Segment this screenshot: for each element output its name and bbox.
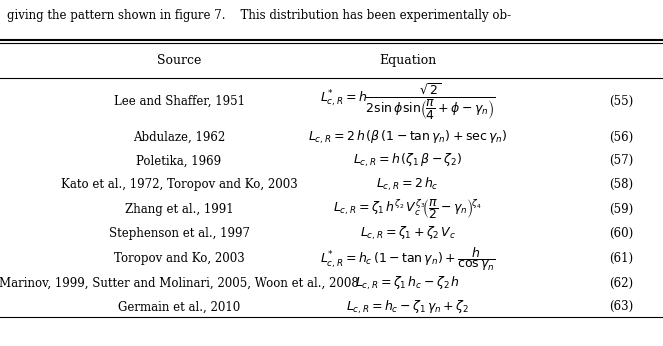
Text: Poletika, 1969: Poletika, 1969 bbox=[137, 154, 221, 167]
Text: $L_{c,R} = \zeta_1\,h_c - \zeta_2\,h$: $L_{c,R} = \zeta_1\,h_c - \zeta_2\,h$ bbox=[355, 275, 460, 292]
Text: Stephenson et al., 1997: Stephenson et al., 1997 bbox=[109, 227, 249, 240]
Text: Marinov, 1999, Sutter and Molinari, 2005, Woon et al., 2008: Marinov, 1999, Sutter and Molinari, 2005… bbox=[0, 277, 359, 290]
Text: $L_{c,R} = \zeta_1 + \zeta_2\,V_c$: $L_{c,R} = \zeta_1 + \zeta_2\,V_c$ bbox=[360, 225, 455, 243]
Text: $L_{c,R} = h\,(\zeta_1\,\beta - \zeta_2)$: $L_{c,R} = h\,(\zeta_1\,\beta - \zeta_2)… bbox=[353, 152, 463, 170]
Text: $L_{c,R}^{*} = h_c\,(1 - \tan\gamma_n) + \dfrac{h}{\cos\gamma_n}$: $L_{c,R}^{*} = h_c\,(1 - \tan\gamma_n) +… bbox=[320, 245, 496, 273]
Text: $L_{c,R}^{*} = h \dfrac{\sqrt{2}}{2 \sin \phi \sin\!\left(\dfrac{\pi}{4} + \phi : $L_{c,R}^{*} = h \dfrac{\sqrt{2}}{2 \sin… bbox=[320, 81, 496, 122]
Text: Germain et al., 2010: Germain et al., 2010 bbox=[118, 300, 240, 313]
Text: $L_{c,R} = h_c - \zeta_1\,\gamma_n + \zeta_2$: $L_{c,R} = h_c - \zeta_1\,\gamma_n + \ze… bbox=[346, 298, 469, 316]
Text: giving the pattern shown in figure 7.    This distribution has been experimental: giving the pattern shown in figure 7. Th… bbox=[7, 9, 511, 22]
Text: (61): (61) bbox=[609, 252, 633, 265]
Text: $L_{c,R} = \zeta_1\,h^{\zeta_2}\,V_c^{\zeta_3}\!\left(\dfrac{\pi}{2} - \gamma_n\: $L_{c,R} = \zeta_1\,h^{\zeta_2}\,V_c^{\z… bbox=[333, 197, 482, 221]
Text: $L_{c,R} = 2\,h\,(\beta\,(1 - \tan\gamma_n) + \sec\gamma_n)$: $L_{c,R} = 2\,h\,(\beta\,(1 - \tan\gamma… bbox=[308, 129, 507, 146]
Text: Zhang et al., 1991: Zhang et al., 1991 bbox=[125, 203, 233, 216]
Text: (63): (63) bbox=[609, 300, 633, 313]
Text: (56): (56) bbox=[609, 131, 633, 144]
Text: (59): (59) bbox=[609, 203, 633, 216]
Text: $L_{c,R} = 2\,h_c$: $L_{c,R} = 2\,h_c$ bbox=[377, 176, 439, 193]
Text: (62): (62) bbox=[609, 277, 633, 290]
Text: Toropov and Ko, 2003: Toropov and Ko, 2003 bbox=[113, 252, 245, 265]
Text: (58): (58) bbox=[609, 178, 633, 191]
Text: Kato et al., 1972, Toropov and Ko, 2003: Kato et al., 1972, Toropov and Ko, 2003 bbox=[60, 178, 298, 191]
Text: (60): (60) bbox=[609, 227, 633, 240]
Text: Lee and Shaffer, 1951: Lee and Shaffer, 1951 bbox=[113, 95, 245, 108]
Text: Equation: Equation bbox=[379, 54, 436, 67]
Text: Abdulaze, 1962: Abdulaze, 1962 bbox=[133, 131, 225, 144]
Text: (57): (57) bbox=[609, 154, 633, 167]
Text: Source: Source bbox=[157, 54, 201, 67]
Text: (55): (55) bbox=[609, 95, 633, 108]
